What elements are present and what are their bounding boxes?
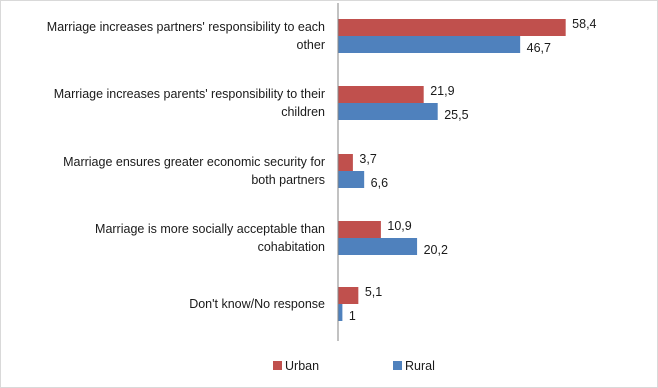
rural-legend-label: Rural [405,359,435,373]
urban-value-label: 21,9 [430,84,454,98]
category-label: Marriage increases parents' responsibili… [54,87,325,119]
rural-value-label: 46,7 [527,41,551,55]
urban-bar [338,86,424,103]
urban-value-label: 58,4 [572,17,596,31]
rural-value-label: 25,5 [444,108,468,122]
urban-value-label: 3,7 [359,152,376,166]
urban-legend-label: Urban [285,359,319,373]
rural-value-label: 6,6 [371,176,388,190]
category-label: Don't know/No response [189,297,325,311]
urban-value-label: 10,9 [387,219,411,233]
category-labels: Marriage increases partners' responsibil… [47,20,325,311]
bars [338,19,566,321]
rural-value-label: 20,2 [424,243,448,257]
rural-bar [338,103,438,120]
urban-bar [338,19,566,36]
rural-legend-swatch [393,361,402,370]
category-label: Marriage is more socially acceptable tha… [95,222,325,254]
urban-legend-swatch [273,361,282,370]
rural-value-label: 1 [349,309,356,323]
rural-bar [338,238,418,255]
urban-bar [338,154,353,171]
rural-bar [338,36,521,53]
value-labels: 58,4 46,7 21,9 25,5 3,7 6,6 10,9 20,2 5,1 1 [349,17,597,323]
legend: Urban Rural [273,359,435,373]
category-label: Marriage increases partners' responsibil… [47,20,325,52]
category-label: Marriage ensures greater economic securi… [63,155,325,187]
urban-bar [338,287,359,304]
urban-bar [338,221,381,238]
rural-bar [338,304,343,321]
rural-bar [338,171,365,188]
urban-value-label: 5,1 [365,285,382,299]
